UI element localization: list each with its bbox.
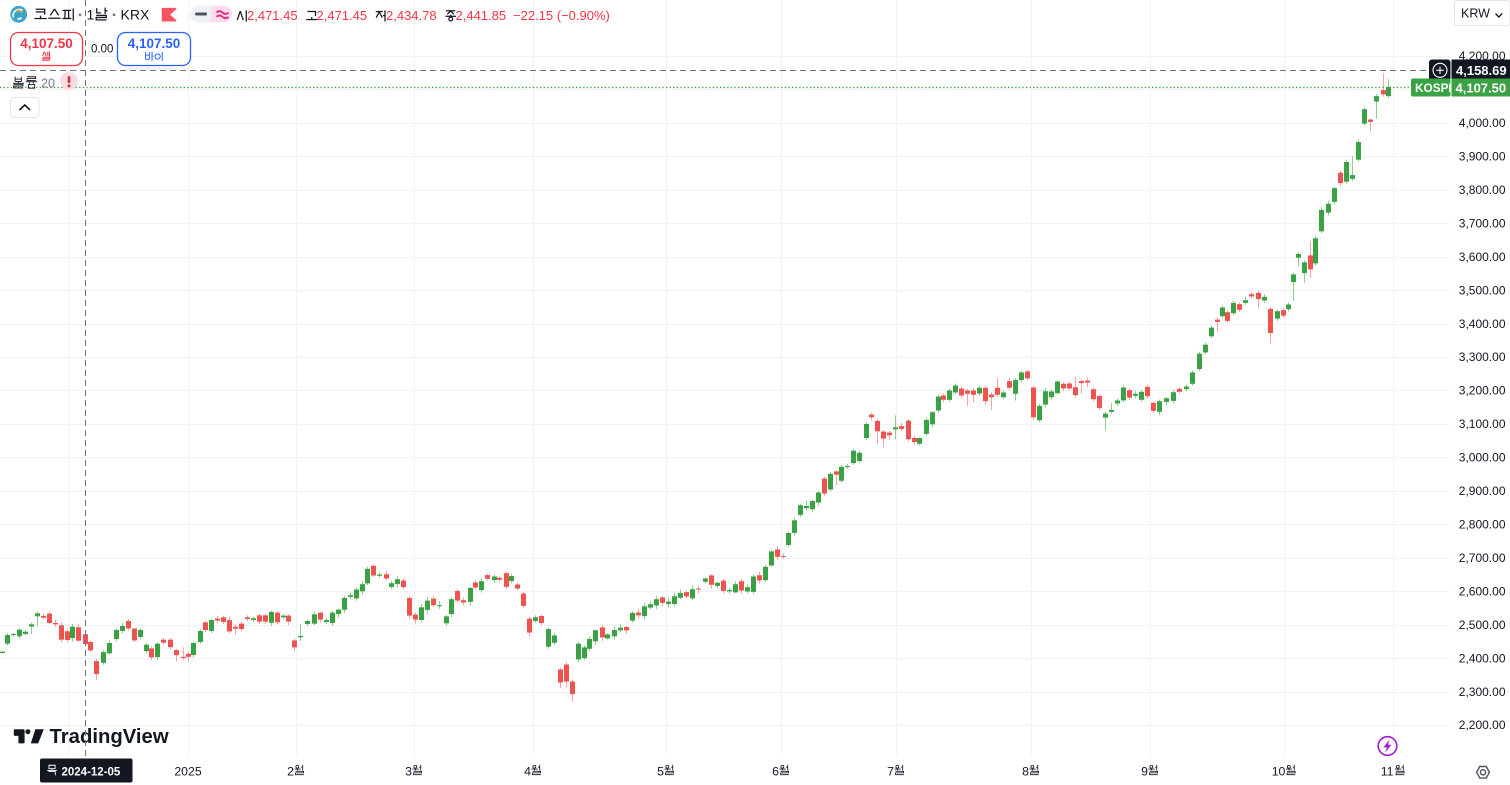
svg-text:0.00: 0.00 [91, 43, 113, 55]
svg-text:3,800.00: 3,800.00 [1459, 183, 1506, 197]
svg-text:3,200.00: 3,200.00 [1459, 384, 1506, 398]
svg-text:3,600.00: 3,600.00 [1459, 250, 1506, 264]
svg-text:20: 20 [41, 76, 55, 90]
svg-text:7: 7 [887, 765, 894, 779]
svg-text:2,471.45: 2,471.45 [247, 8, 298, 23]
svg-text:6: 6 [772, 765, 779, 779]
svg-text:3,300.00: 3,300.00 [1459, 350, 1506, 364]
svg-text:2,700.00: 2,700.00 [1459, 551, 1506, 565]
svg-text:KOSPI: KOSPI [1415, 81, 1452, 95]
svg-text:4,107.50: 4,107.50 [20, 36, 73, 51]
svg-text:4,158.69: 4,158.69 [1456, 63, 1507, 78]
svg-text:3,000.00: 3,000.00 [1459, 451, 1506, 465]
svg-text:2,900.00: 2,900.00 [1459, 484, 1506, 498]
svg-text:8: 8 [1022, 765, 1029, 779]
svg-text:2,600.00: 2,600.00 [1459, 584, 1506, 598]
svg-text:2,434.78: 2,434.78 [386, 8, 437, 23]
svg-text:2024-12-05: 2024-12-05 [62, 766, 121, 778]
svg-text:2,800.00: 2,800.00 [1459, 518, 1506, 532]
svg-text:3,900.00: 3,900.00 [1459, 150, 1506, 164]
svg-text:2,400.00: 2,400.00 [1459, 651, 1506, 665]
svg-text:−22.15 (−0.90%): −22.15 (−0.90%) [513, 8, 610, 23]
svg-text:TradingView: TradingView [50, 726, 169, 748]
svg-text:9: 9 [1141, 765, 1148, 779]
svg-text:2: 2 [287, 765, 294, 779]
svg-text:2,441.85: 2,441.85 [456, 8, 507, 23]
svg-text:2,471.45: 2,471.45 [317, 8, 368, 23]
svg-text:3,400.00: 3,400.00 [1459, 317, 1506, 331]
svg-text:3,500.00: 3,500.00 [1459, 283, 1506, 297]
svg-text:2,300.00: 2,300.00 [1459, 685, 1506, 699]
svg-text:4,000.00: 4,000.00 [1459, 116, 1506, 130]
svg-text:KRW: KRW [1461, 7, 1490, 21]
svg-text:10: 10 [1272, 765, 1286, 779]
svg-text:KRX: KRX [121, 7, 150, 23]
svg-text:3,100.00: 3,100.00 [1459, 417, 1506, 431]
svg-text:2,500.00: 2,500.00 [1459, 618, 1506, 632]
svg-text:11: 11 [1381, 765, 1394, 779]
svg-text:3: 3 [405, 765, 412, 779]
svg-text:4: 4 [524, 765, 531, 779]
svg-text:1: 1 [87, 7, 95, 23]
svg-text:3,700.00: 3,700.00 [1459, 216, 1506, 230]
svg-text:2025: 2025 [174, 765, 202, 779]
svg-text:4,107.50: 4,107.50 [1456, 80, 1507, 95]
svg-text:5: 5 [657, 765, 664, 779]
svg-text:4,107.50: 4,107.50 [128, 36, 181, 51]
svg-text:2,200.00: 2,200.00 [1459, 718, 1506, 732]
